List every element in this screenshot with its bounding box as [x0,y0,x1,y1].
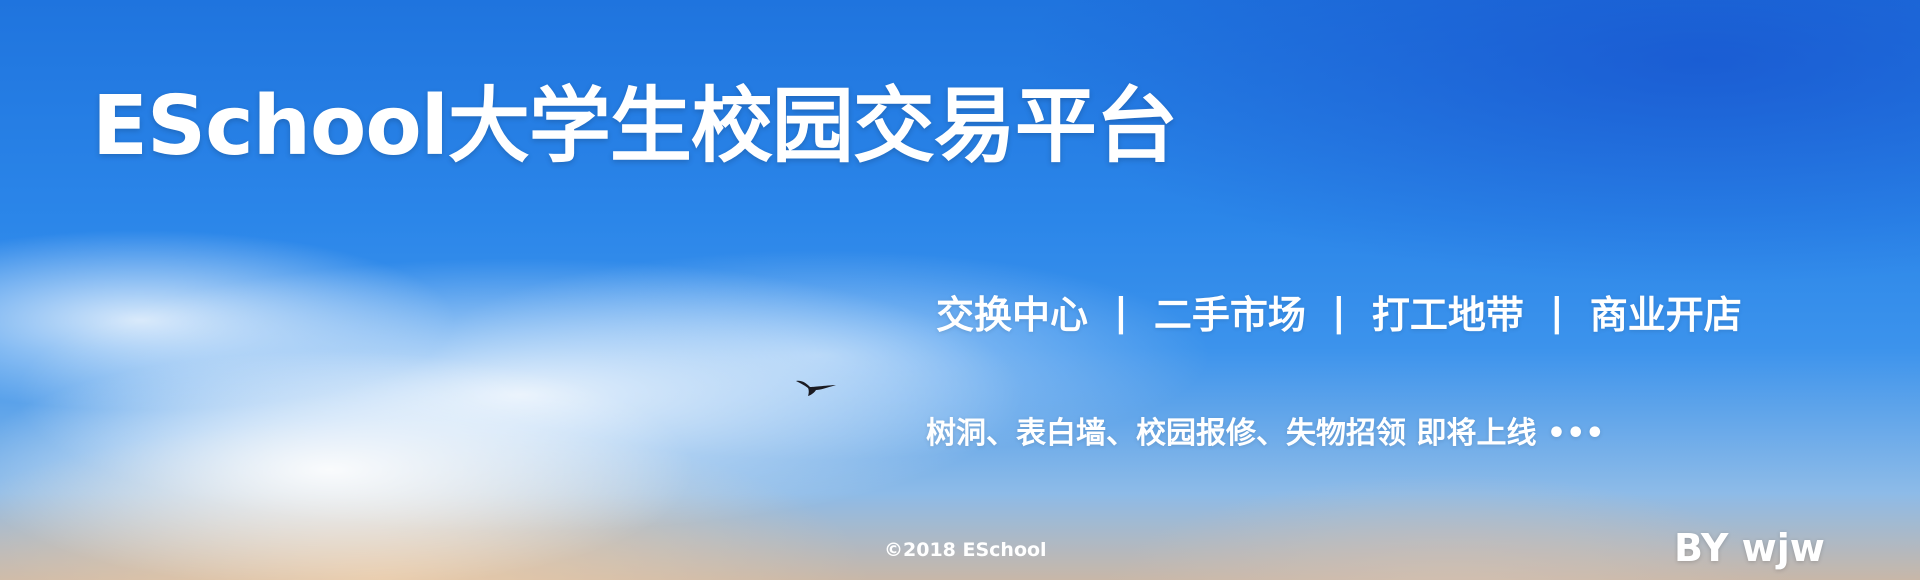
nav-item-business-store[interactable]: 商业开店 [1589,293,1742,337]
nav-separator: | [1549,289,1564,334]
nav-item-exchange-center[interactable]: 交换中心 [936,293,1089,337]
nav-separator: | [1114,289,1128,334]
copyright-text: ©2018 ESchool [884,539,1047,561]
author-credit: BY wjw [1674,526,1825,570]
nav-item-part-time-jobs[interactable]: 打工地带 [1371,293,1524,337]
banner-title: ESchool大学生校园交易平台 [92,79,1178,174]
nav-item-second-hand-market[interactable]: 二手市场 [1153,293,1306,337]
coming-soon-text: 树洞、表白墙、校园报修、失物招领 即将上线 ••• [926,416,1605,451]
main-nav: 交换中心 | 二手市场 | 打工地带 | 商业开店 [936,284,1742,339]
nav-separator: | [1331,289,1346,334]
bird-icon [796,380,836,396]
